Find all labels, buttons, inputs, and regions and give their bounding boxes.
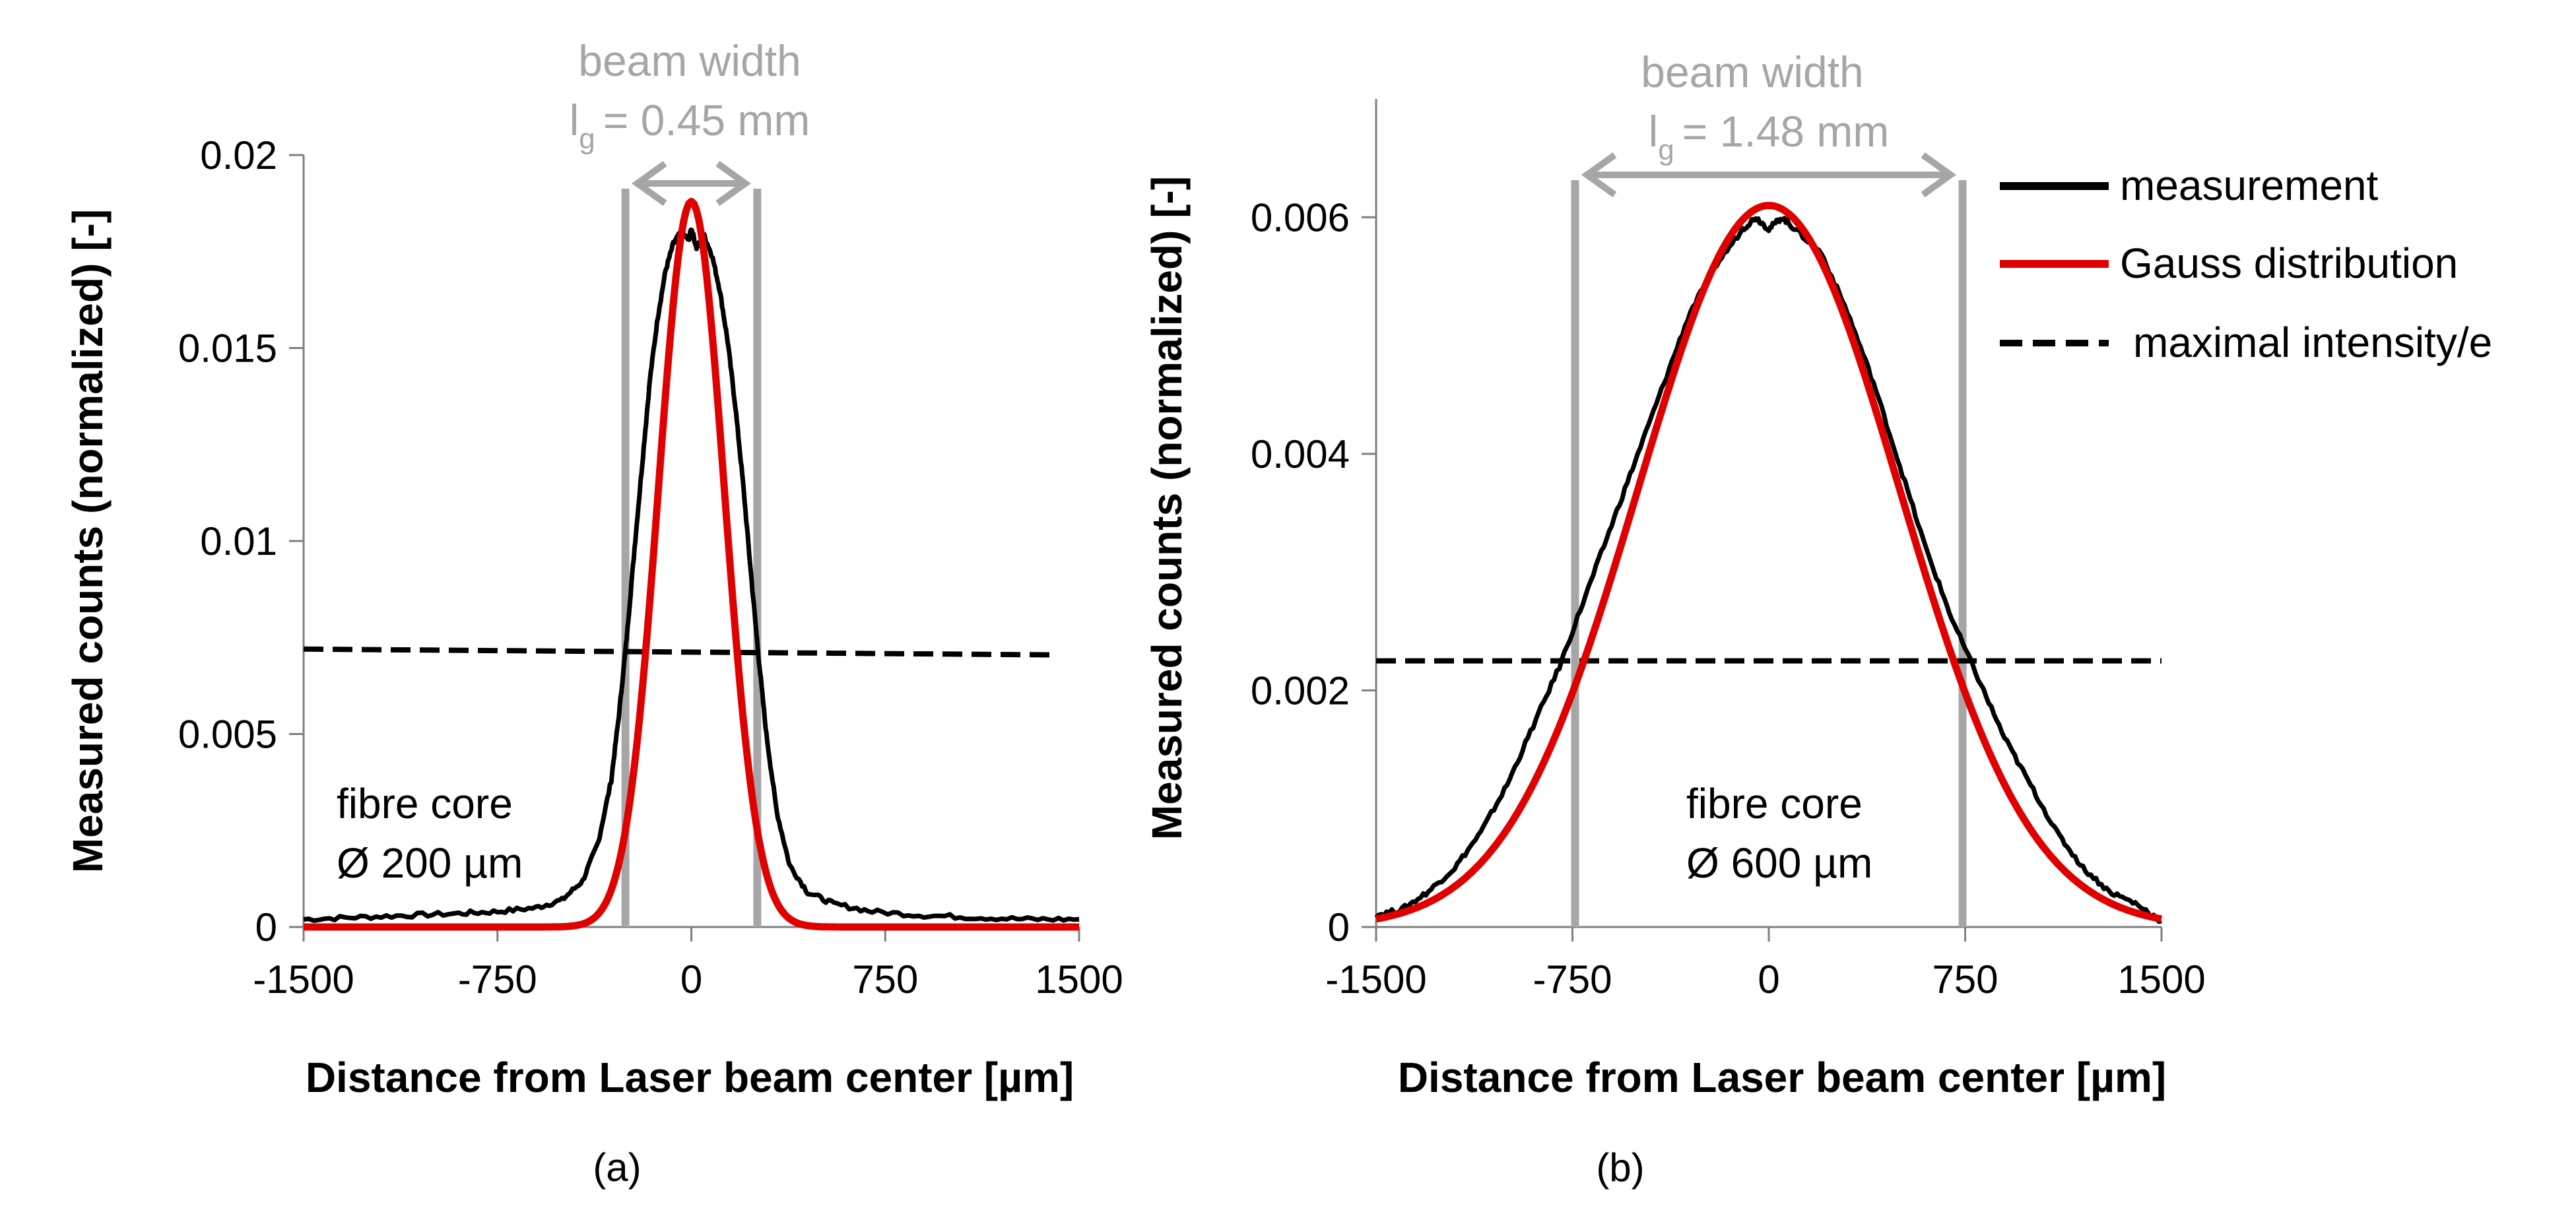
y-tick-label: 0.015 bbox=[178, 327, 277, 371]
beam-width-subscript-b: g bbox=[1658, 134, 1674, 166]
x-tick-label: 1500 bbox=[1035, 957, 1123, 1002]
y-tick-label: 0.01 bbox=[200, 519, 277, 563]
chart-panel-a: 0 0.005 0.01 0.015 0.02 -1500 -750 0 750 1500 be… bbox=[64, 36, 1123, 1190]
threshold-line-a bbox=[303, 646, 1053, 658]
legend-label-gauss: Gauss distribution bbox=[2120, 240, 2458, 287]
beam-width-symbol-b: l bbox=[1649, 107, 1659, 156]
y-axis-ticks-a: 0 0.005 0.01 0.015 0.02 bbox=[178, 133, 304, 949]
beam-width-title-b: beam width bbox=[1641, 48, 1864, 96]
measurement-series-a bbox=[303, 227, 1080, 923]
x-tick-label: -1500 bbox=[253, 957, 354, 1002]
x-axis-title-b: Distance from Laser beam center [µm] bbox=[1398, 1054, 2166, 1101]
measurement-series-b bbox=[1374, 216, 2162, 924]
y-tick-label: 0 bbox=[1328, 905, 1350, 949]
x-tick-label: 750 bbox=[1932, 957, 1998, 1002]
x-axis-title-a: Distance from Laser beam center [µm] bbox=[306, 1054, 1074, 1101]
x-tick-label: 0 bbox=[1758, 957, 1779, 1002]
gauss-series-b bbox=[1375, 201, 2163, 923]
x-tick-label: -750 bbox=[1533, 957, 1612, 1002]
beam-width-value-b: lg = 1.48 mm bbox=[1649, 107, 1890, 166]
beam-width-subscript-a: g bbox=[579, 123, 595, 155]
y-tick-label: 0.006 bbox=[1251, 195, 1350, 240]
fibre-core-label-b: fibre core bbox=[1686, 780, 1863, 827]
y-axis-title-a: Measured counts (normalized) [-] bbox=[64, 209, 112, 873]
legend-label-measurement: measurement bbox=[2120, 162, 2379, 209]
x-axis-ticks-a: -1500 -750 0 750 1500 bbox=[253, 927, 1123, 1002]
y-axis-ticks-b: 0 0.002 0.004 0.006 bbox=[1251, 195, 1376, 949]
beam-arrow-head-left bbox=[632, 160, 667, 207]
beam-width-value-a: lg = 0.45 mm bbox=[570, 96, 810, 155]
gauss-series-a bbox=[302, 197, 1080, 931]
y-tick-label: 0 bbox=[255, 905, 277, 949]
beam-arrow-head-right bbox=[1921, 152, 1957, 198]
legend: measurement Gauss distribution maximal i… bbox=[2000, 162, 2492, 366]
y-tick-label: 0.005 bbox=[178, 713, 277, 757]
beam-width-title-a: beam width bbox=[578, 36, 801, 85]
x-axis-ticks-b: -1500 -750 0 750 1500 bbox=[1325, 927, 2206, 1002]
y-tick-label: 0.002 bbox=[1251, 668, 1350, 713]
y-tick-label: 0.02 bbox=[200, 133, 277, 177]
legend-label-threshold: maximal intensity/e bbox=[2133, 319, 2492, 366]
fibre-core-diameter-b: Ø 600 µm bbox=[1686, 839, 1872, 887]
x-tick-label: -750 bbox=[458, 957, 537, 1002]
x-tick-label: -1500 bbox=[1325, 957, 1426, 1002]
fibre-core-diameter-a: Ø 200 µm bbox=[337, 839, 523, 887]
y-tick-label: 0.004 bbox=[1251, 432, 1350, 476]
x-tick-label: 750 bbox=[852, 957, 918, 1002]
beam-arrow-head-left bbox=[1581, 152, 1617, 198]
beam-width-marker-a bbox=[621, 160, 762, 927]
beam-width-number-a: = 0.45 mm bbox=[603, 96, 810, 144]
y-axis-title-b: Measured counts (normalized) [-] bbox=[1143, 176, 1191, 840]
x-tick-label: 1500 bbox=[2117, 957, 2205, 1002]
beam-width-number-b: = 1.48 mm bbox=[1682, 107, 1890, 156]
fibre-core-label-a: fibre core bbox=[337, 780, 513, 827]
panel-label-b: (b) bbox=[1596, 1145, 1644, 1190]
x-tick-label: 0 bbox=[680, 957, 702, 1002]
beam-width-symbol-a: l bbox=[570, 96, 579, 144]
panel-label-a: (a) bbox=[593, 1145, 641, 1190]
chart-panel-b: 0 0.002 0.004 0.006 -1500 -750 0 750 1500 beam … bbox=[1143, 48, 2206, 1190]
beam-width-marker-b bbox=[1571, 152, 1967, 927]
beam-arrow-head-right bbox=[715, 160, 751, 207]
